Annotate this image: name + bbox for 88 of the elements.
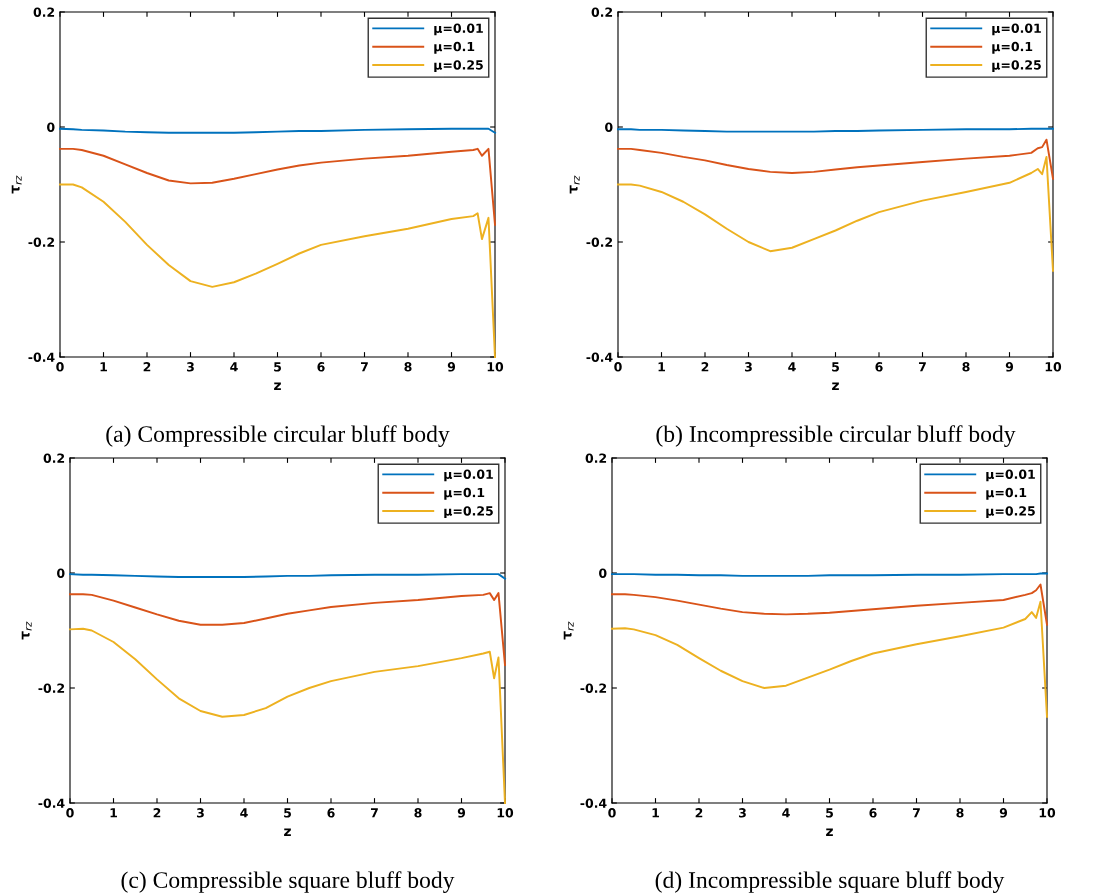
- y-tick-label: 0: [605, 122, 613, 132]
- legend-label: μ=0.1: [434, 41, 475, 54]
- x-tick-label: 2: [695, 808, 703, 818]
- y-axis-title: τ$_{rz}$: [563, 621, 574, 640]
- x-tick-label: 5: [284, 808, 291, 818]
- x-axis-title: z: [284, 828, 291, 837]
- x-tick-label: 9: [457, 808, 466, 818]
- legend-label: μ=0.01: [986, 469, 1035, 482]
- legend-label: μ=0.01: [992, 23, 1041, 36]
- x-tick-label: 1: [100, 362, 107, 372]
- y-tick-label: 0.2: [33, 7, 55, 17]
- x-tick-label: 5: [274, 362, 281, 372]
- y-tick-label: 0: [599, 568, 607, 578]
- text: (a) Compressible circular bluff body: [106, 425, 450, 447]
- x-tick-label: 7: [360, 362, 368, 372]
- x-tick-label: 9: [999, 808, 1008, 818]
- line-series: [611, 583, 1048, 626]
- x-tick-label: 3: [744, 362, 752, 372]
- x-tick-label: 8: [404, 362, 412, 372]
- x-tick-label: 5: [826, 808, 833, 818]
- x-tick-label: 1: [658, 362, 665, 372]
- x-tick-label: 4: [788, 362, 796, 372]
- x-tick-label: 7: [912, 808, 920, 818]
- line-series: [617, 155, 1054, 272]
- x-tick-label: 1: [110, 808, 117, 818]
- x-tick-label: 6: [327, 808, 335, 818]
- y-axis-title: τ$_{rz}$: [569, 175, 580, 194]
- y-tick-label: -0.4: [28, 352, 55, 362]
- text: (b) Incompressible circular bluff body: [656, 425, 1016, 447]
- y-tick-label: -0.2: [580, 683, 607, 693]
- x-tick-label: 6: [875, 362, 883, 372]
- line-series: [617, 138, 1054, 180]
- y-axis-title: τ$_{rz}$: [21, 621, 32, 640]
- legend-label: μ=0.25: [992, 60, 1041, 73]
- line-series: [611, 600, 1048, 718]
- x-tick-label: 3: [186, 362, 194, 372]
- legend-label: μ=0.1: [992, 41, 1033, 54]
- x-tick-label: 2: [701, 362, 709, 372]
- x-tick-label: 7: [918, 362, 926, 372]
- x-tick-label: 2: [143, 362, 151, 372]
- legend-label: μ=0.1: [444, 487, 485, 500]
- x-tick-label: 10: [1045, 362, 1062, 372]
- x-tick-label: 8: [414, 808, 422, 818]
- y-tick-label: 0: [47, 122, 55, 132]
- y-tick-label: -0.4: [586, 352, 613, 362]
- y-tick-label: -0.2: [28, 237, 55, 247]
- x-tick-label: 2: [153, 808, 161, 818]
- x-tick-label: 6: [869, 808, 877, 818]
- x-axis-title: z: [826, 828, 833, 837]
- legend-label: μ=0.25: [434, 60, 483, 73]
- x-tick-label: 0: [66, 808, 74, 818]
- x-tick-label: 8: [962, 362, 970, 372]
- x-tick-label: 4: [230, 362, 238, 372]
- x-tick-label: 9: [447, 362, 456, 372]
- line-series: [59, 147, 496, 226]
- text: (c) Compressible square bluff body: [121, 871, 455, 893]
- y-tick-label: 0.2: [591, 7, 613, 17]
- x-tick-label: 3: [738, 808, 746, 818]
- y-axis-title: τ$_{rz}$: [11, 175, 22, 194]
- y-tick-label: 0: [57, 568, 65, 578]
- y-tick-label: -0.2: [38, 683, 65, 693]
- x-tick-label: 10: [497, 808, 514, 818]
- legend-label: μ=0.01: [444, 469, 493, 482]
- x-tick-label: 4: [782, 808, 790, 818]
- legend-label: μ=0.01: [434, 23, 483, 36]
- x-tick-label: 9: [1005, 362, 1014, 372]
- x-axis-title: z: [274, 382, 281, 391]
- y-tick-label: -0.4: [580, 798, 607, 808]
- y-tick-label: -0.2: [586, 237, 613, 247]
- x-tick-label: 3: [196, 808, 204, 818]
- legend-label: μ=0.1: [986, 487, 1027, 500]
- y-tick-label: 0.2: [585, 453, 607, 463]
- legend-label: μ=0.25: [986, 506, 1035, 519]
- x-tick-label: 10: [1039, 808, 1056, 818]
- line-series: [69, 592, 506, 666]
- legend-label: μ=0.25: [444, 506, 493, 519]
- x-tick-label: 10: [487, 362, 504, 372]
- x-axis-title: z: [832, 382, 839, 391]
- x-tick-label: 7: [370, 808, 378, 818]
- x-tick-label: 1: [652, 808, 659, 818]
- x-tick-label: 4: [240, 808, 248, 818]
- x-tick-label: 0: [614, 362, 622, 372]
- x-tick-label: 8: [956, 808, 964, 818]
- text: (d) Incompressible square bluff body: [655, 871, 1005, 893]
- y-tick-label: -0.4: [38, 798, 65, 808]
- x-tick-label: 6: [317, 362, 325, 372]
- y-tick-label: 0.2: [43, 453, 65, 463]
- x-tick-label: 5: [832, 362, 839, 372]
